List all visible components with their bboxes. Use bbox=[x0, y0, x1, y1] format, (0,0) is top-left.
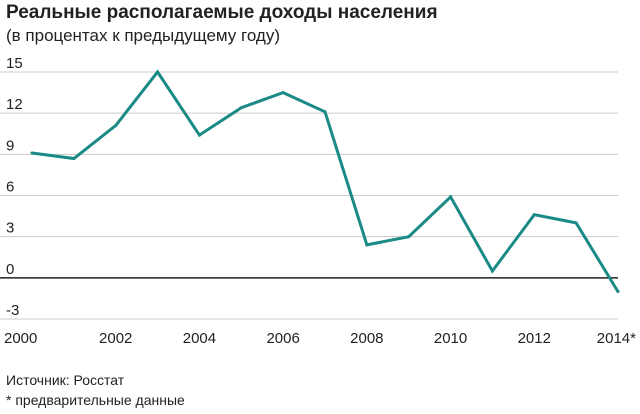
data-point bbox=[323, 110, 327, 114]
data-point bbox=[239, 106, 243, 110]
data-point bbox=[574, 221, 578, 225]
x-tick-label: 2012 bbox=[518, 330, 551, 347]
y-tick-label: 3 bbox=[6, 220, 14, 237]
y-tick-label: 6 bbox=[6, 179, 14, 196]
y-axis-tick-labels: 15 12 9 6 3 0 -3 bbox=[6, 55, 23, 319]
grid-lines bbox=[0, 71, 618, 320]
data-point bbox=[30, 151, 34, 155]
data-point bbox=[114, 124, 118, 128]
data-point bbox=[72, 156, 76, 160]
x-tick-label: 2002 bbox=[99, 330, 132, 347]
x-tick-label: 2010 bbox=[434, 330, 467, 347]
chart-subtitle: (в процентах к предыдущему году) bbox=[6, 26, 280, 45]
source-note: Источник: Росстат bbox=[6, 372, 125, 388]
y-tick-label: 15 bbox=[6, 55, 23, 72]
data-point bbox=[281, 91, 285, 95]
y-tick-label: 0 bbox=[6, 261, 14, 278]
chart-title: Реальные располагаемые доходы населения bbox=[6, 2, 438, 23]
x-axis-tick-labels: 2000 2002 2004 2006 2008 2010 2012 2014* bbox=[4, 330, 636, 347]
x-tick-label: 2000 bbox=[4, 330, 37, 347]
x-tick-label: 2014* bbox=[597, 330, 636, 347]
y-tick-label: 12 bbox=[6, 96, 23, 113]
data-point bbox=[407, 235, 411, 239]
data-point bbox=[197, 133, 201, 137]
data-point bbox=[449, 195, 453, 199]
data-point bbox=[365, 243, 369, 247]
data-point bbox=[532, 213, 536, 217]
y-tick-label: -3 bbox=[6, 302, 19, 319]
y-tick-label: 9 bbox=[6, 137, 14, 154]
data-point bbox=[616, 290, 620, 294]
data-point bbox=[156, 70, 160, 74]
series-layer bbox=[30, 69, 620, 294]
data-point bbox=[490, 269, 494, 273]
x-tick-label: 2006 bbox=[266, 330, 299, 347]
x-tick-label: 2004 bbox=[183, 330, 216, 347]
x-tick-label: 2008 bbox=[350, 330, 383, 347]
footnote: * предварительные данные bbox=[6, 392, 185, 408]
series-line bbox=[31, 69, 620, 293]
